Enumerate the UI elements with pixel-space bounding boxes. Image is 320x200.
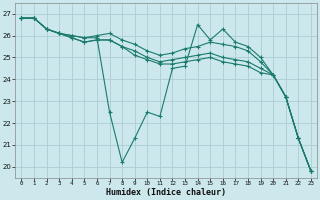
X-axis label: Humidex (Indice chaleur): Humidex (Indice chaleur) (106, 188, 226, 197)
